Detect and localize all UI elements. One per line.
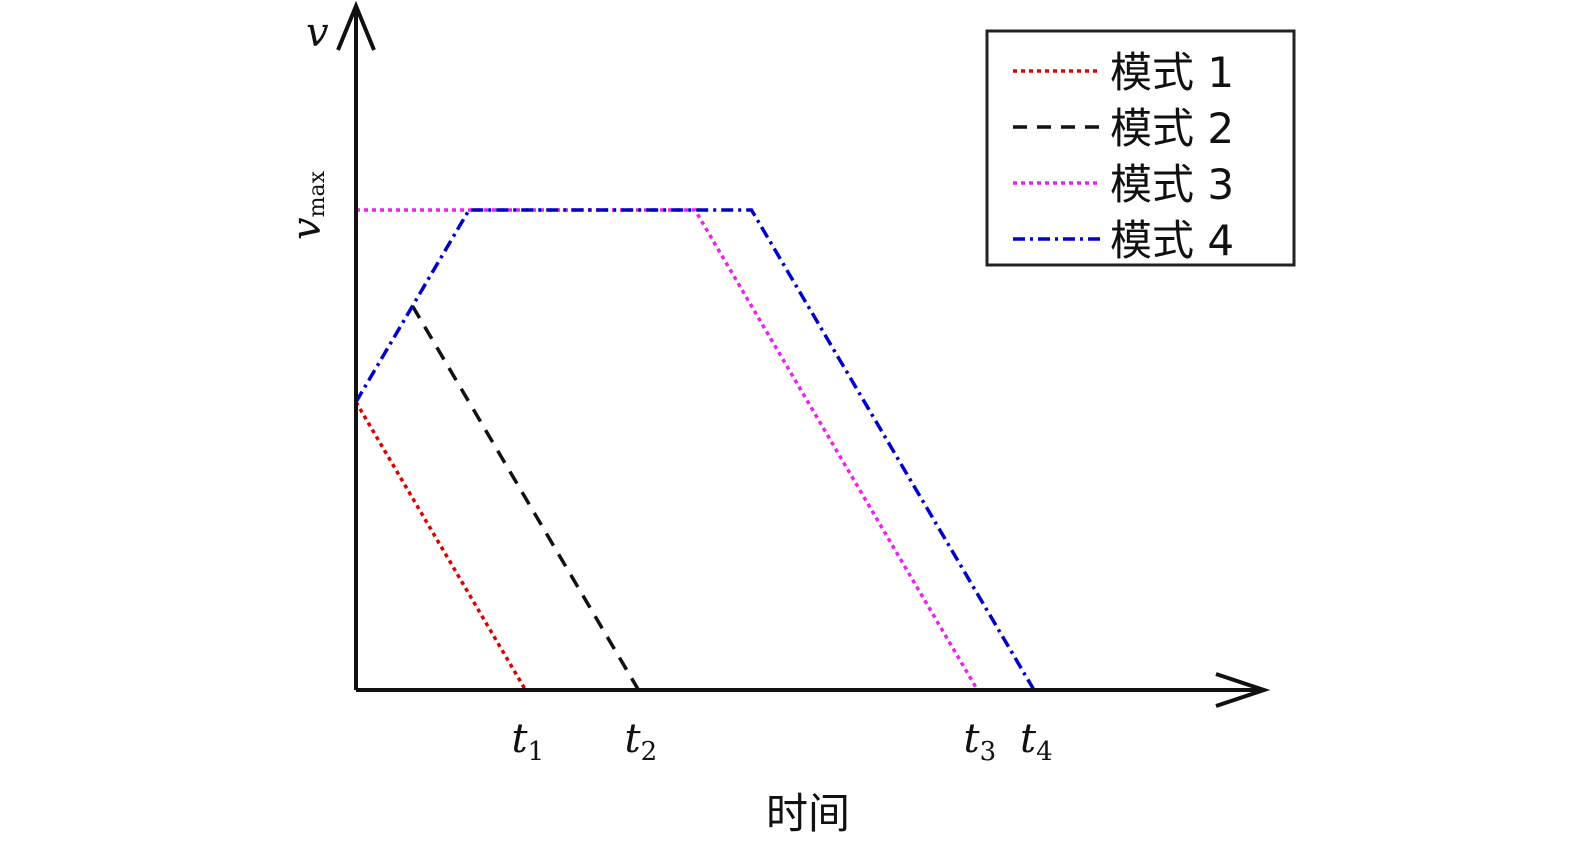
x-tick-label-1: t1 bbox=[512, 716, 545, 767]
x-axis-arrowhead bbox=[1215, 672, 1271, 708]
series-line-3 bbox=[356, 208, 980, 691]
series-layer bbox=[354, 208, 1036, 691]
y-axis-label: v bbox=[306, 10, 329, 56]
legend-label-3: 模式 3 bbox=[1110, 160, 1234, 209]
series-line-4 bbox=[354, 208, 1036, 691]
x-axis-label: 时间 bbox=[766, 789, 850, 838]
series-line-1 bbox=[354, 401, 528, 691]
legend: 模式 1 模式 2 模式 3 模式 4 bbox=[985, 29, 1296, 267]
tick-labels: t1 t2 t3 t4 vmax bbox=[284, 170, 1053, 767]
legend-label-1: 模式 1 bbox=[1110, 48, 1234, 97]
series-line-2 bbox=[410, 305, 641, 691]
x-tick-label-2: t2 bbox=[625, 716, 658, 767]
axes bbox=[336, 0, 1271, 708]
labels: v 时间 bbox=[306, 10, 850, 838]
legend-label-2: 模式 2 bbox=[1110, 104, 1234, 153]
x-tick-label-4: t4 bbox=[1020, 716, 1053, 767]
y-tick-label-1: vmax bbox=[284, 170, 330, 240]
legend-items: 模式 1 模式 2 模式 3 模式 4 bbox=[1013, 48, 1234, 265]
x-tick-label-3: t3 bbox=[964, 716, 997, 767]
y-axis-arrowhead bbox=[336, 0, 376, 51]
legend-label-4: 模式 4 bbox=[1110, 216, 1234, 265]
